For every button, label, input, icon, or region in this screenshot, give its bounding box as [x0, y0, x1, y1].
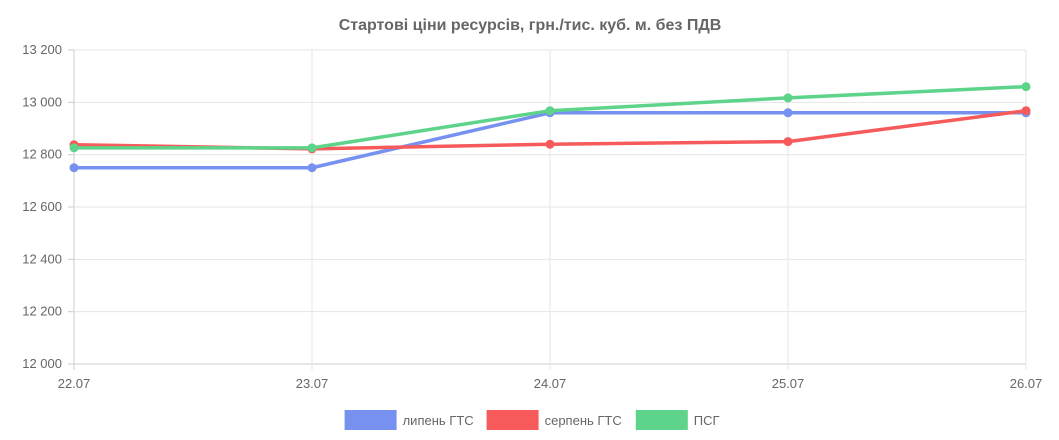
legend-swatch [635, 410, 688, 430]
x-tick-label: 25.07 [772, 376, 805, 391]
series-2 [69, 82, 1031, 153]
legend-item[interactable]: ПСГ [635, 410, 720, 430]
data-point[interactable] [783, 93, 793, 103]
x-tick-label: 23.07 [296, 376, 329, 391]
x-tick-label: 26.07 [1010, 376, 1043, 391]
x-tick-label: 24.07 [534, 376, 567, 391]
data-point[interactable] [69, 143, 79, 153]
data-point[interactable] [69, 163, 79, 173]
data-point[interactable] [307, 143, 317, 153]
legend-label: ПСГ [694, 413, 720, 428]
y-tick-label: 12 200 [22, 304, 62, 319]
y-tick-label: 13 000 [22, 94, 62, 109]
legend-swatch [486, 410, 539, 430]
y-tick-label: 12 400 [22, 251, 62, 266]
legend-label: серпень ГТС [545, 413, 622, 428]
legend-swatch [344, 410, 397, 430]
y-tick-label: 12 000 [22, 356, 62, 371]
legend-label: липень ГТС [403, 413, 474, 428]
data-point[interactable] [307, 163, 317, 173]
legend-item[interactable]: липень ГТС [344, 410, 474, 430]
data-point[interactable] [1021, 82, 1031, 92]
data-point[interactable] [783, 137, 793, 147]
y-tick-label: 13 200 [22, 42, 62, 57]
chart-title: Стартові ціни ресурсів, грн./тис. куб. м… [339, 17, 722, 34]
data-point[interactable] [1021, 106, 1031, 116]
axes: 12 000 12 200 12 400 12 600 12 800 13 000 13 2… [22, 42, 1042, 391]
data-point[interactable] [783, 108, 793, 118]
data-point[interactable] [545, 139, 555, 149]
y-tick-label: 12 600 [22, 199, 62, 214]
series-lines [69, 82, 1031, 173]
legend[interactable]: липень ГТС серпень ГТС ПСГ [344, 410, 720, 430]
x-tick-label: 22.07 [58, 376, 91, 391]
legend-item[interactable]: серпень ГТС [486, 410, 622, 430]
data-point[interactable] [545, 106, 555, 116]
grid [68, 49, 1027, 370]
y-tick-label: 12 800 [22, 147, 62, 162]
